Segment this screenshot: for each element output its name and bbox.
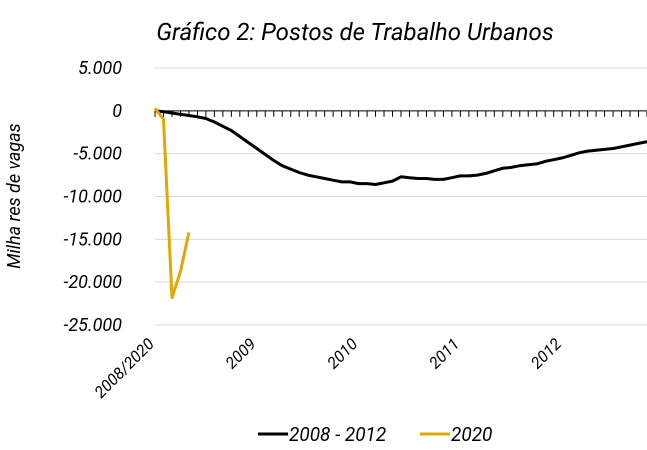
y-tick-label: -25.000: [64, 315, 123, 336]
chart-title: Gráfico 2: Postos de Trabalho Urbanos: [156, 18, 554, 46]
x-tick-label: 2012: [527, 334, 565, 372]
y-tick-label: -15.000: [64, 229, 123, 250]
y-axis-label: Milha res de vagas: [4, 123, 25, 268]
x-tick-label: 2010: [323, 334, 361, 372]
x-tick-label: 2011: [425, 334, 463, 372]
x-tick-label: 2009: [222, 334, 260, 372]
legend-label: 2008 - 2012: [289, 423, 386, 446]
y-tick-label: 5.000: [78, 58, 122, 79]
y-tick-label: -5.000: [73, 144, 122, 165]
legend-label: 2020: [451, 423, 492, 446]
x-tick-label: 2008/2020: [91, 334, 158, 401]
y-tick-label: -10.000: [64, 187, 123, 208]
y-tick-label: -20.000: [64, 272, 123, 293]
line-series: [154, 109, 647, 186]
y-tick-label: 0: [112, 101, 122, 122]
line-series: [153, 107, 191, 300]
